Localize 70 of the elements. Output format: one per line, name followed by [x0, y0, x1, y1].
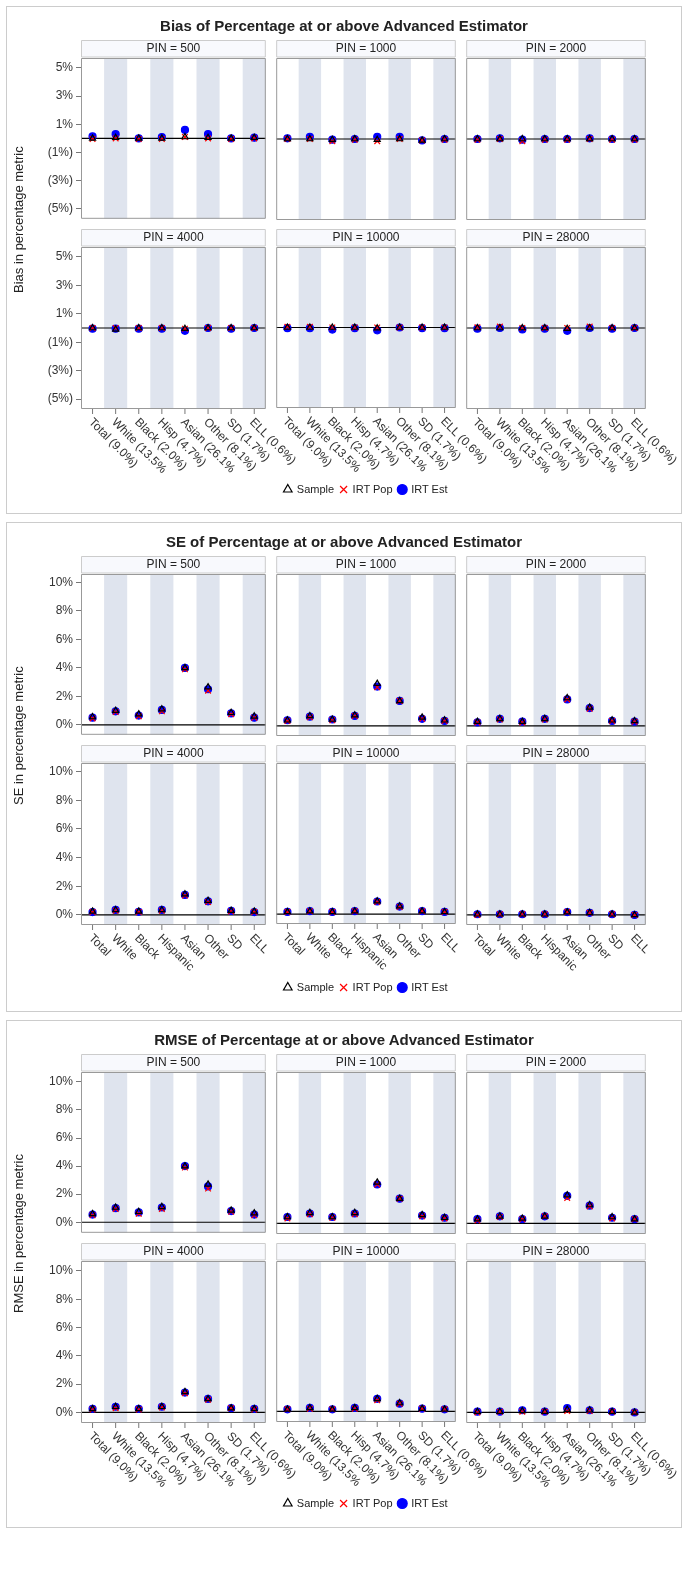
y-tick-label: 5%	[55, 249, 74, 264]
y-tick-label: 5%	[55, 60, 74, 75]
y-tick-label: 3%	[55, 277, 74, 292]
y-tick-label: 0%	[55, 717, 74, 732]
text: RMSE of Percentage at or above Advanced Estimator	[153, 1031, 535, 1048]
y-tick-label: 2%	[55, 688, 74, 703]
y-tick-label: 8%	[55, 1102, 74, 1117]
chart-title: PIN = 1000	[335, 1055, 397, 1070]
chart-title: PIN = 10000	[332, 746, 400, 761]
y-tick-label: 10%	[48, 574, 74, 589]
y-tick-label: 6%	[55, 821, 74, 836]
text: RMSE in percentage metric	[11, 1153, 27, 1316]
chart-title: PIN = 1000	[335, 41, 397, 56]
legend-label: IRT Est	[411, 980, 448, 993]
legend-label: Sample	[296, 1496, 335, 1509]
y-tick-label: 4%	[55, 849, 74, 864]
legend-label: IRT Est	[411, 1496, 448, 1509]
chart-title: PIN = 2000	[525, 557, 587, 572]
legend-label: IRT Pop	[352, 482, 393, 495]
y-tick-label: (5%)	[47, 201, 73, 216]
y-tick-label: (1%)	[47, 144, 73, 159]
y-tick-label: 1%	[55, 116, 74, 131]
chart-title: PIN = 500	[146, 1055, 201, 1070]
y-tick-label: 6%	[55, 631, 74, 646]
legend-label: IRT Pop	[352, 980, 393, 993]
y-tick-label: 8%	[55, 603, 74, 618]
y-tick-label: 8%	[55, 792, 74, 807]
y-tick-label: 0%	[55, 1404, 74, 1419]
chart-title: PIN = 500	[146, 41, 201, 56]
y-tick-label: 6%	[55, 1319, 74, 1334]
y-tick-label: 4%	[55, 1158, 74, 1173]
legend-label: Sample	[296, 980, 335, 993]
y-tick-label: 4%	[55, 1348, 74, 1363]
y-tick-label: (3%)	[47, 362, 73, 377]
chart-title: PIN = 1000	[335, 557, 397, 572]
chart-title: PIN = 2000	[525, 41, 587, 56]
chart-title: PIN = 10000	[332, 230, 400, 245]
y-tick-label: (1%)	[47, 334, 73, 349]
y-tick-label: 4%	[55, 660, 74, 675]
y-tick-label: 10%	[48, 1263, 74, 1278]
text: Bias in percentage metric	[11, 145, 27, 296]
x-tick-label: SD	[224, 931, 246, 953]
legend-label: Sample	[296, 482, 335, 495]
y-tick-label: 2%	[55, 878, 74, 893]
y-tick-label: 2%	[55, 1186, 74, 1201]
y-tick-label: (5%)	[47, 391, 73, 406]
y-tick-label: 10%	[48, 763, 74, 778]
y-tick-label: 2%	[55, 1376, 74, 1391]
chart-title: PIN = 28000	[522, 746, 590, 761]
y-tick-label: 10%	[48, 1074, 74, 1089]
y-tick-label: 6%	[55, 1130, 74, 1145]
chart-title: PIN = 4000	[143, 746, 204, 761]
chart-title: PIN = 500	[146, 557, 201, 572]
chart-title: PIN = 10000	[332, 1244, 400, 1259]
legend-label: IRT Est	[411, 482, 448, 495]
y-tick-label: 0%	[55, 1214, 74, 1229]
chart-title: PIN = 4000	[143, 230, 204, 245]
chart-title: PIN = 28000	[522, 230, 590, 245]
chart-title: PIN = 2000	[525, 1055, 587, 1070]
legend-label: IRT Pop	[352, 1496, 393, 1509]
text: SE of Percentage at or above Advanced Estimator	[164, 533, 524, 550]
text: SE in percentage metric	[11, 665, 27, 808]
text: Bias of Percentage at or above Advanced Estimator	[159, 17, 529, 34]
y-tick-label: 8%	[55, 1291, 74, 1306]
y-tick-label: 3%	[55, 88, 74, 103]
y-tick-label: (3%)	[47, 173, 73, 188]
chart-title: PIN = 28000	[522, 1244, 590, 1259]
y-tick-label: 0%	[55, 907, 74, 922]
y-tick-label: 1%	[55, 306, 74, 321]
chart-title: PIN = 4000	[143, 1244, 204, 1259]
